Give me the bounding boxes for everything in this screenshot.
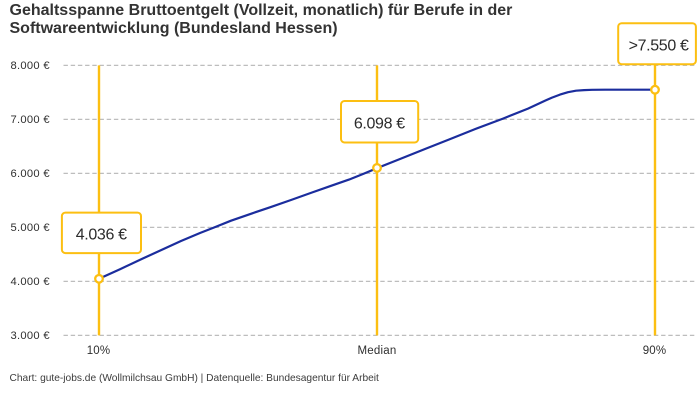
svg-text:5.000 €: 5.000 € [10, 222, 50, 234]
svg-text:Gehaltsspanne Bruttoentgelt (V: Gehaltsspanne Bruttoentgelt (Vollzeit, m… [10, 2, 513, 19]
svg-text:>7.550 €: >7.550 € [629, 37, 689, 54]
svg-text:Median: Median [358, 345, 397, 357]
svg-text:4.036 €: 4.036 € [76, 227, 127, 244]
svg-text:3.000 €: 3.000 € [10, 330, 50, 342]
svg-text:8.000 €: 8.000 € [10, 60, 50, 72]
svg-text:Softwareentwicklung (Bundeslan: Softwareentwicklung (Bundesland Hessen) [10, 20, 338, 37]
svg-text:6.000 €: 6.000 € [10, 168, 50, 180]
svg-text:Chart: gute-jobs.de (Wollmilch: Chart: gute-jobs.de (Wollmilchsau GmbH) … [10, 373, 380, 384]
svg-text:7.000 €: 7.000 € [10, 114, 50, 126]
svg-text:90%: 90% [643, 345, 667, 357]
svg-text:10%: 10% [87, 345, 111, 357]
svg-text:4.000 €: 4.000 € [10, 276, 50, 288]
svg-text:6.098 €: 6.098 € [354, 116, 405, 133]
